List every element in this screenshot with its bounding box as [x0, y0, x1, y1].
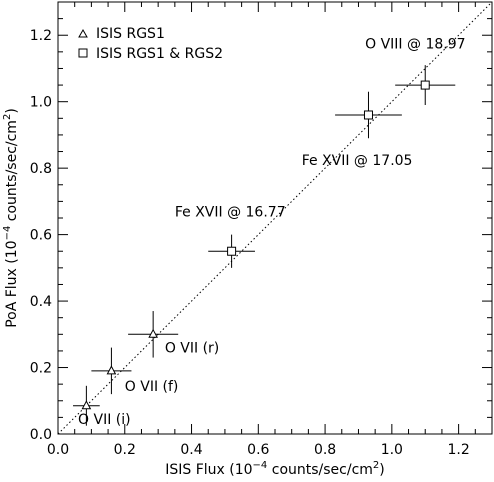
x-tick-label: 1.2	[447, 442, 469, 458]
x-axis-label-end: )	[379, 462, 384, 478]
x-axis-label-unit: counts/sec/cm	[267, 462, 373, 478]
triangle-marker	[81, 400, 92, 410]
y-axis-label-unit: counts/sec/cm	[4, 120, 20, 226]
data-point	[91, 347, 132, 395]
x-tick-label: 0.8	[314, 442, 336, 458]
y-tick-label: 0.2	[30, 361, 52, 377]
data-point	[128, 311, 179, 358]
y-tick-label: 0.4	[30, 294, 52, 310]
y-tick-label: 0.0	[30, 427, 52, 443]
annotations-layer: O VII (i) O VII (f) O VII (r) Fe XVII @ 16.…	[78, 37, 466, 429]
y-axis-label-main: PoA Flux (10	[4, 240, 20, 327]
triangle-marker	[106, 365, 117, 375]
y-axis-label-sq: 2	[2, 114, 13, 120]
data-point	[208, 234, 255, 268]
legend-label-rgs1: ISIS RGS1	[96, 26, 165, 42]
x-axis-label-main: ISIS Flux (10	[165, 462, 252, 478]
x-tick-label: 1.0	[381, 442, 403, 458]
point-annotation: O VII (r)	[165, 341, 219, 357]
x-tick-label: 0.2	[114, 442, 136, 458]
x-tick-label: 0.4	[180, 442, 202, 458]
legend-triangle-icon	[78, 28, 88, 38]
y-tick-label: 0.6	[30, 228, 52, 244]
x-axis-label-sq: 2	[373, 460, 379, 471]
point-annotation: Fe XVII @ 16.77	[175, 204, 286, 220]
x-axis-label-exp: −4	[253, 460, 268, 471]
legend-item-triangle: ISIS RGS1	[78, 26, 165, 42]
y-axis-label: PoA Flux (10−4 counts/sec/cm2)	[2, 108, 20, 328]
triangle-marker	[148, 328, 158, 338]
data-point	[73, 385, 100, 426]
point-annotation: O VII (f)	[125, 379, 179, 395]
legend-label-rgs1-rgs2: ISIS RGS1 & RGS2	[96, 46, 223, 62]
y-axis-label-end: )	[4, 108, 20, 113]
data-point	[335, 91, 402, 139]
y-axis-label-exp: −4	[2, 226, 13, 241]
legend: ISIS RGS1 ISIS RGS1 & RGS2	[78, 26, 223, 62]
point-annotation: O VII (i)	[78, 412, 131, 428]
point-annotation: O VIII @ 18.97	[365, 37, 465, 53]
legend-square-icon	[78, 48, 88, 58]
square-marker	[227, 246, 237, 256]
y-tick-label: 0.8	[30, 161, 52, 177]
x-tick-label: 0.0	[47, 442, 69, 458]
data-point	[395, 65, 456, 106]
y-tick-label: 1.0	[30, 95, 52, 111]
y-tick-label: 1.2	[30, 28, 52, 44]
square-marker	[420, 80, 430, 90]
square-marker	[363, 110, 373, 120]
x-tick-label: 0.6	[247, 442, 269, 458]
axes-ticks: 0.0 0.2 0.4 0.6 0.8 1.0 1.2 0.0 0.2 0.4 0.6 0.8 1.0 1…	[30, 1, 493, 458]
x-axis-label: ISIS Flux (10−4 counts/sec/cm2)	[165, 460, 385, 478]
point-annotation: Fe XVII @ 17.05	[302, 153, 413, 169]
data-points-layer	[73, 65, 456, 426]
legend-item-square: ISIS RGS1 & RGS2	[78, 46, 223, 62]
